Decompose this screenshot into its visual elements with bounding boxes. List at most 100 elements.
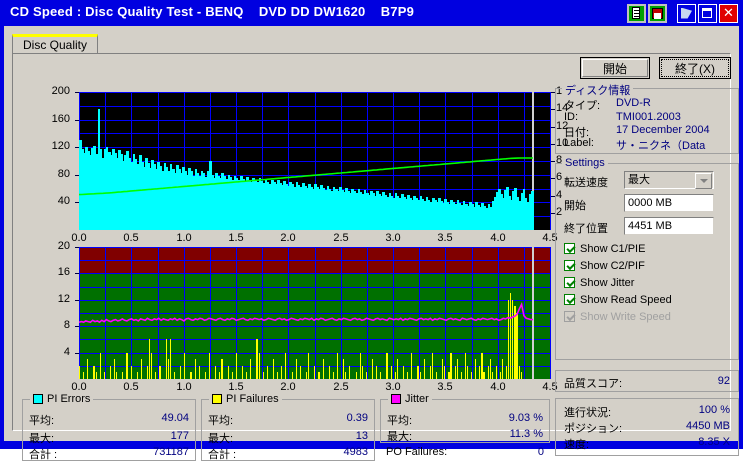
save-button[interactable] bbox=[648, 3, 667, 23]
data-bar bbox=[376, 191, 379, 230]
data-bar bbox=[444, 198, 447, 230]
data-bar bbox=[215, 365, 217, 379]
y2-axis-tick bbox=[551, 161, 555, 162]
x-axis-tick-label: 0.5 bbox=[123, 232, 139, 244]
data-bar bbox=[359, 352, 361, 379]
row-label: ポジション: bbox=[564, 423, 623, 435]
data-bar bbox=[116, 157, 119, 230]
data-bar bbox=[258, 352, 260, 379]
checkbox-icon bbox=[564, 311, 575, 322]
tab-disc-quality[interactable]: Disc Quality bbox=[12, 34, 99, 54]
data-bar bbox=[303, 185, 307, 230]
data-bar bbox=[479, 207, 482, 230]
x-axis-tick-label: 1.5 bbox=[228, 232, 244, 244]
close-button[interactable]: ✕ bbox=[719, 3, 738, 23]
exit-button[interactable]: 終了(X) bbox=[659, 57, 731, 79]
data-bar bbox=[469, 201, 472, 230]
data-bar bbox=[318, 372, 320, 379]
pi-failures-plot-area bbox=[79, 247, 551, 379]
data-bar bbox=[487, 365, 489, 379]
data-bar bbox=[277, 372, 279, 379]
data-bar bbox=[365, 372, 367, 379]
data-bar bbox=[79, 139, 82, 230]
series-line bbox=[79, 301, 533, 324]
data-bar bbox=[283, 181, 286, 230]
data-bar bbox=[310, 186, 313, 230]
row-value: TMI001.2003 bbox=[616, 111, 681, 123]
data-bar bbox=[442, 359, 444, 379]
data-bar bbox=[471, 372, 473, 379]
data-bar bbox=[522, 189, 526, 230]
row-label: タイプ: bbox=[564, 100, 601, 112]
data-bar bbox=[122, 161, 125, 230]
minimize-button[interactable] bbox=[677, 3, 696, 23]
data-bar bbox=[355, 372, 357, 379]
chevron-down-icon[interactable] bbox=[695, 173, 712, 189]
data-bar bbox=[227, 174, 231, 230]
data-bar bbox=[258, 178, 262, 230]
data-bar bbox=[279, 183, 282, 230]
data-bar bbox=[440, 201, 443, 230]
gridline-horizontal bbox=[79, 326, 551, 327]
data-bar bbox=[231, 372, 233, 379]
data-bar bbox=[384, 194, 388, 230]
data-bar bbox=[126, 352, 128, 379]
data-bar bbox=[318, 189, 322, 230]
data-bar bbox=[99, 352, 101, 379]
data-bar bbox=[194, 359, 196, 379]
data-bar bbox=[493, 196, 497, 230]
checkbox-label: Show C2/PIF bbox=[580, 260, 645, 272]
start-button[interactable]: 開始 bbox=[580, 57, 650, 79]
data-bar bbox=[508, 299, 510, 379]
data-bar bbox=[114, 152, 117, 230]
data-bar bbox=[83, 372, 85, 379]
data-bar bbox=[516, 313, 518, 379]
end-position-input[interactable]: 4451 MB bbox=[624, 217, 714, 235]
start-position-input[interactable]: 0000 MB bbox=[624, 194, 714, 212]
x-axis-tick-label: 4.0 bbox=[490, 232, 506, 244]
data-bar bbox=[155, 372, 157, 379]
data-bar bbox=[355, 193, 359, 230]
data-bar bbox=[126, 150, 130, 230]
data-bar bbox=[306, 372, 308, 379]
data-bar bbox=[227, 365, 229, 379]
data-bar bbox=[314, 365, 316, 379]
data-bar bbox=[382, 192, 385, 230]
data-bar bbox=[425, 196, 429, 230]
data-bar bbox=[483, 205, 487, 230]
y2-axis-tick bbox=[551, 196, 555, 197]
checkbox-label: Show Read Speed bbox=[580, 294, 672, 306]
data-bar bbox=[431, 197, 435, 230]
data-bar bbox=[477, 205, 480, 230]
data-bar bbox=[411, 199, 414, 230]
copy-to-clipboard-button[interactable] bbox=[627, 3, 646, 23]
data-bar bbox=[405, 198, 408, 230]
data-bar bbox=[112, 148, 115, 230]
row-label: 最大: bbox=[29, 433, 55, 445]
data-bar bbox=[147, 365, 149, 379]
data-bar bbox=[297, 185, 301, 230]
data-bar bbox=[204, 176, 208, 230]
data-bar bbox=[244, 181, 247, 230]
data-bar bbox=[456, 359, 458, 379]
data-bar bbox=[159, 165, 163, 230]
data-bar bbox=[518, 365, 520, 379]
clipboard-icon bbox=[629, 5, 644, 21]
row-label: 日付: bbox=[564, 127, 590, 139]
maximize-button[interactable] bbox=[698, 3, 717, 23]
data-bar bbox=[180, 173, 183, 230]
data-bar bbox=[415, 198, 419, 230]
data-bar bbox=[380, 196, 383, 230]
data-bar bbox=[334, 189, 338, 230]
row-value: 4450 MB bbox=[685, 420, 730, 432]
data-bar bbox=[320, 185, 324, 230]
y-axis-tick-label: 80 bbox=[57, 168, 70, 180]
row-value: 100 % bbox=[698, 404, 730, 416]
transfer-speed-select[interactable]: 最大 bbox=[624, 171, 714, 189]
data-bar bbox=[394, 372, 396, 379]
x-axis-tick-label: 0.5 bbox=[123, 381, 139, 393]
x-axis-tick-label: 2.5 bbox=[333, 381, 349, 393]
data-bar bbox=[332, 186, 336, 230]
row-value: 4983 bbox=[343, 446, 368, 458]
data-bar bbox=[448, 203, 452, 230]
